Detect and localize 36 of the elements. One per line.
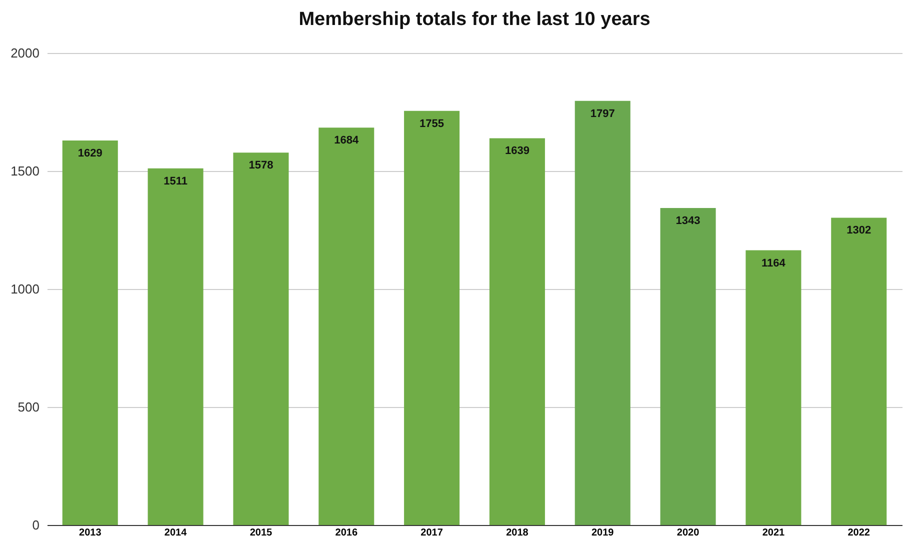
data-label: 1302 <box>846 224 872 237</box>
y-tick-label: 1500 <box>10 164 40 178</box>
x-tick-label: 2017 <box>420 528 444 538</box>
bar <box>62 140 118 525</box>
chart-title: Membership totals for the last 10 years <box>298 9 650 30</box>
data-label: 1797 <box>590 108 615 120</box>
bar <box>831 218 887 525</box>
data-label: 1578 <box>248 160 274 172</box>
y-tick-label: 0 <box>32 518 40 532</box>
bar <box>489 138 545 525</box>
y-tick-label: 500 <box>18 400 40 414</box>
bar <box>574 100 630 525</box>
x-tick-label: 2013 <box>79 528 102 538</box>
data-label: 1629 <box>78 148 102 160</box>
x-tick-label: 2015 <box>250 528 273 538</box>
x-tick-label: 2020 <box>676 528 700 538</box>
y-tick-label: 1000 <box>10 282 40 296</box>
x-tick-label: 2014 <box>164 528 188 538</box>
bar <box>660 208 716 525</box>
data-label: 1639 <box>504 145 530 158</box>
x-tick-label: 2021 <box>762 528 786 538</box>
bar <box>318 128 374 525</box>
x-tick-label: 2018 <box>506 528 529 538</box>
data-label: 1755 <box>420 118 444 130</box>
y-tick-label: 2000 <box>10 46 40 60</box>
data-label: 1343 <box>676 215 700 228</box>
bar <box>404 110 460 525</box>
bar <box>746 250 802 525</box>
bar <box>148 168 204 525</box>
bar <box>233 152 289 525</box>
data-label: 1511 <box>164 175 188 188</box>
x-tick-label: 2016 <box>335 528 358 538</box>
data-label: 1684 <box>334 134 360 147</box>
x-tick-label: 2022 <box>848 528 870 538</box>
data-label: 1164 <box>762 257 786 270</box>
x-tick-label: 2019 <box>591 528 614 538</box>
